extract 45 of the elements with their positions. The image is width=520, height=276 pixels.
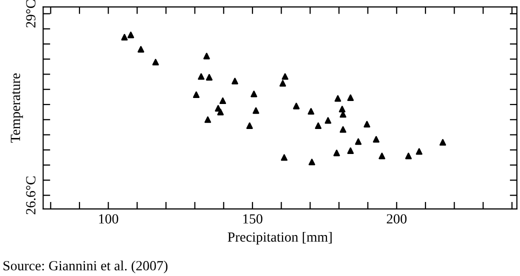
point <box>217 108 224 116</box>
point <box>347 147 354 154</box>
point <box>192 91 200 98</box>
point <box>250 90 258 98</box>
point <box>314 122 322 129</box>
point <box>338 106 346 112</box>
point <box>293 102 300 110</box>
point <box>333 150 340 156</box>
point <box>280 154 288 161</box>
point <box>203 52 210 60</box>
point <box>324 117 332 124</box>
y-tick-label: 26.6°C <box>26 176 36 214</box>
point <box>340 111 346 118</box>
point <box>138 46 144 53</box>
y-axis-title: Temperature <box>10 73 23 143</box>
source-note: Source: Giannini et al. (2007) <box>4 260 168 274</box>
point <box>416 148 422 155</box>
point <box>347 94 354 101</box>
x-tick-label: 100 <box>99 214 118 224</box>
point <box>279 80 286 87</box>
point <box>364 120 370 128</box>
point <box>198 73 204 80</box>
point <box>334 95 342 102</box>
point <box>121 34 128 40</box>
point <box>308 158 316 166</box>
point <box>405 152 412 160</box>
point <box>439 139 446 146</box>
point <box>219 97 226 104</box>
point <box>232 78 238 84</box>
x-axis-title: Precipitation [mm] <box>228 232 332 245</box>
y-tick-label: 29°C <box>26 0 36 28</box>
point <box>206 74 213 81</box>
point <box>340 126 346 133</box>
x-tick-label: 150 <box>243 214 262 224</box>
point <box>128 32 134 38</box>
point <box>246 122 253 129</box>
point <box>355 138 362 145</box>
point <box>252 107 260 114</box>
point <box>204 116 212 123</box>
point <box>378 152 386 160</box>
point <box>372 136 380 143</box>
point <box>152 58 159 66</box>
point <box>308 108 314 115</box>
point <box>282 73 288 80</box>
x-tick-label: 200 <box>386 214 407 224</box>
